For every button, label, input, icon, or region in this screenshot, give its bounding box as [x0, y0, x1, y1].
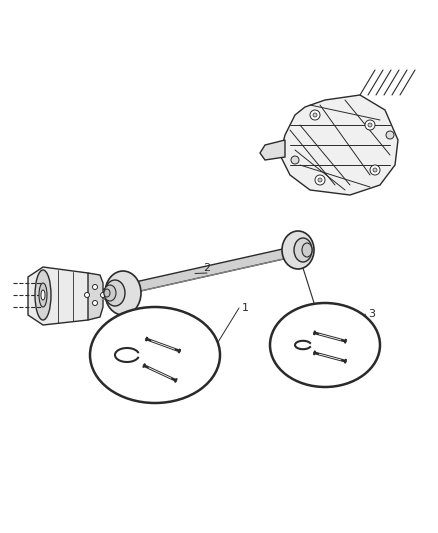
Ellipse shape	[313, 113, 317, 117]
Ellipse shape	[282, 231, 314, 269]
Ellipse shape	[368, 123, 372, 127]
Ellipse shape	[105, 271, 141, 315]
Ellipse shape	[302, 243, 312, 257]
Ellipse shape	[104, 285, 116, 301]
Text: 2: 2	[203, 263, 211, 273]
Ellipse shape	[85, 293, 89, 297]
Ellipse shape	[92, 285, 98, 289]
Ellipse shape	[294, 238, 312, 262]
Ellipse shape	[100, 293, 106, 297]
Text: 3: 3	[368, 309, 375, 319]
Ellipse shape	[39, 283, 47, 307]
Ellipse shape	[90, 307, 220, 403]
Polygon shape	[88, 273, 103, 320]
Text: 1: 1	[242, 303, 249, 313]
Ellipse shape	[92, 301, 98, 305]
Ellipse shape	[270, 303, 380, 387]
Ellipse shape	[104, 289, 110, 297]
Ellipse shape	[373, 168, 377, 172]
Ellipse shape	[41, 290, 45, 300]
Ellipse shape	[35, 270, 51, 320]
Ellipse shape	[291, 156, 299, 164]
Ellipse shape	[315, 175, 325, 185]
Ellipse shape	[105, 280, 125, 306]
Ellipse shape	[310, 110, 320, 120]
Polygon shape	[260, 140, 285, 160]
Ellipse shape	[370, 165, 380, 175]
Polygon shape	[28, 267, 93, 325]
Ellipse shape	[318, 178, 322, 182]
Polygon shape	[280, 95, 398, 195]
Ellipse shape	[365, 120, 375, 130]
Ellipse shape	[386, 131, 394, 139]
Polygon shape	[99, 243, 311, 300]
